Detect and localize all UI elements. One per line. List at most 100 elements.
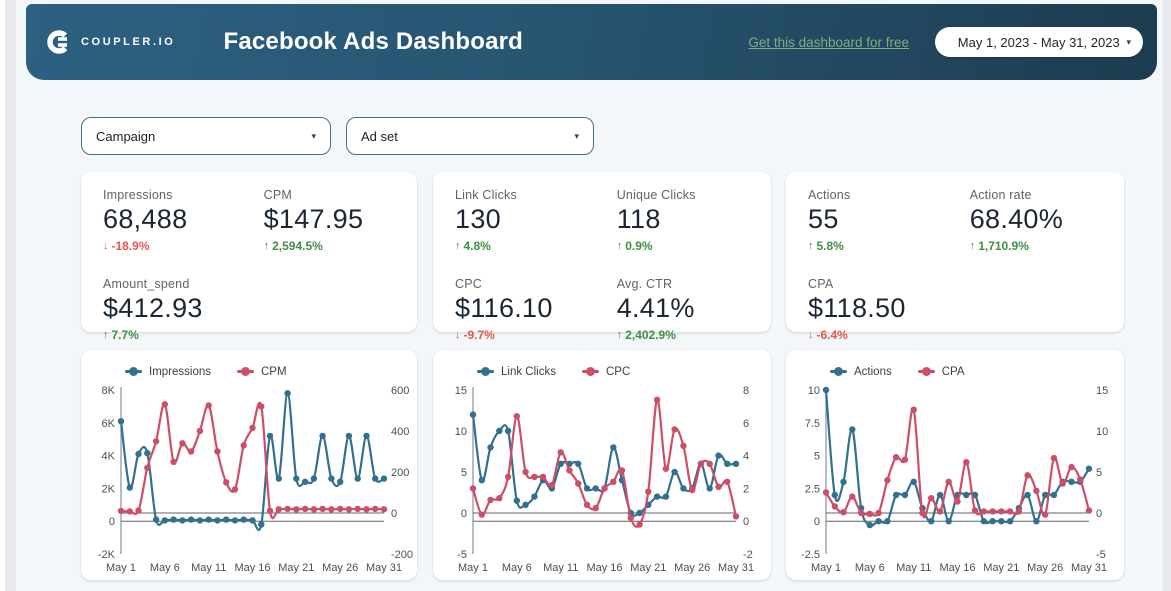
svg-text:2K: 2K xyxy=(102,483,116,495)
scrollbar-track[interactable] xyxy=(1163,0,1171,591)
kpi-delta-value: 1,710.9% xyxy=(978,239,1029,254)
chevron-down-icon: ▾ xyxy=(574,130,579,141)
trend-arrow-icon: ↑ xyxy=(263,240,270,253)
kpi-amount-spend: Amount_spend $412.93 ↑ 7.7% xyxy=(103,277,264,342)
svg-text:10: 10 xyxy=(455,426,467,438)
kpi-label: Amount_spend xyxy=(103,277,190,292)
svg-text:May 21: May 21 xyxy=(983,562,1019,574)
kpi-label: Avg. CTR xyxy=(616,277,673,292)
kpi-value: 68.40% xyxy=(969,204,1064,234)
trend-arrow-icon: ↓ xyxy=(455,329,461,342)
kpi-delta: ↑ 4.8% xyxy=(455,239,617,253)
kpi-link-clicks: Link Clicks 130 ↑ 4.8% xyxy=(455,188,617,253)
kpi-cpc: CPC $116.10 ↓ -9.7% xyxy=(455,277,617,342)
legend-label: CPC xyxy=(605,365,631,378)
kpi-delta-value: 5.8% xyxy=(816,239,844,254)
kpi-delta-value: 0.9% xyxy=(625,239,653,254)
kpi-delta: ↓ -6.4% xyxy=(808,328,970,342)
legend-swatch-icon xyxy=(237,367,254,376)
trend-arrow-icon: ↓ xyxy=(808,329,814,342)
kpi-value: 4.41% xyxy=(616,293,695,324)
chart-legend: Impressions CPM xyxy=(81,350,417,380)
svg-text:-2.5: -2.5 xyxy=(801,549,820,561)
svg-text:5: 5 xyxy=(1096,467,1102,479)
coupler-logo-icon xyxy=(47,30,71,54)
svg-text:May 11: May 11 xyxy=(191,562,226,574)
chart-legend: Link Clicks CPC xyxy=(433,350,771,380)
kpi-action-rate: Action rate 68.40% ↑ 1,710.9% xyxy=(970,188,1102,253)
filter-campaign-dropdown[interactable]: Campaign ▾ xyxy=(81,117,331,155)
chart-card-impressions-cpm: Impressions CPM 8K 6K 4K 2K 0 -2K 600 400 200 0 -2… xyxy=(81,350,417,580)
kpi-value: $147.95 xyxy=(263,204,364,234)
trend-arrow-icon: ↓ xyxy=(103,240,109,253)
svg-text:May 16: May 16 xyxy=(234,562,270,574)
trend-arrow-icon: ↑ xyxy=(808,240,814,253)
window-edge xyxy=(5,0,16,591)
filter-adset-dropdown[interactable]: Ad set ▾ xyxy=(346,117,594,155)
date-range-picker[interactable]: May 1, 2023 - May 31, 2023 ▾ xyxy=(935,27,1143,57)
kpi-unique-clicks: Unique Clicks 118 ↑ 0.9% xyxy=(617,188,749,253)
get-dashboard-link[interactable]: Get this dashboard for free xyxy=(748,34,909,50)
kpi-delta: ↑ 2,402.9% xyxy=(617,328,749,342)
svg-text:600: 600 xyxy=(391,385,409,397)
svg-text:May 11: May 11 xyxy=(543,562,578,574)
legend-item[interactable]: CPC xyxy=(581,365,631,378)
svg-text:-2: -2 xyxy=(743,549,753,561)
kpi-delta-value: -6.4% xyxy=(816,328,848,343)
kpi-actions: Actions 55 ↑ 5.8% xyxy=(808,188,970,253)
svg-text:May 31: May 31 xyxy=(718,562,754,574)
svg-text:May 26: May 26 xyxy=(1027,562,1063,574)
kpi-delta-value: 7.7% xyxy=(111,328,139,343)
legend-item[interactable]: Impressions xyxy=(125,366,211,378)
svg-text:-5: -5 xyxy=(1096,549,1106,561)
kpi-value: 68,488 xyxy=(103,204,188,234)
legend-swatch-icon xyxy=(917,367,935,376)
logo-text: COUPLER.IO xyxy=(81,36,176,48)
kpi-delta-value: 2,402.9% xyxy=(625,328,676,343)
kpi-label: Link Clicks xyxy=(455,188,517,202)
chart-legend: Actions CPA xyxy=(786,350,1124,380)
svg-text:May 31: May 31 xyxy=(1071,562,1107,574)
svg-text:May 16: May 16 xyxy=(586,562,622,574)
trend-arrow-icon: ↑ xyxy=(616,329,623,342)
svg-text:6: 6 xyxy=(743,418,749,430)
legend-item[interactable]: CPM xyxy=(237,366,287,378)
svg-text:-200: -200 xyxy=(391,549,413,561)
kpi-delta-value: -9.7% xyxy=(463,328,495,343)
svg-text:10: 10 xyxy=(808,385,820,397)
svg-text:-2K: -2K xyxy=(98,549,116,561)
chevron-down-icon: ▾ xyxy=(311,130,316,141)
line-chart-impressions-cpm[interactable]: 8K 6K 4K 2K 0 -2K 600 400 200 0 -200 May 1 May 6 May … xyxy=(81,380,417,580)
kpi-label: Unique Clicks xyxy=(616,188,696,202)
kpi-delta: ↓ -9.7% xyxy=(455,328,617,342)
svg-text:May 6: May 6 xyxy=(150,562,180,574)
legend-item[interactable]: CPA xyxy=(917,365,965,378)
filter-campaign-label: Campaign xyxy=(96,128,156,144)
svg-text:-5: -5 xyxy=(457,549,467,561)
chart-card-actions-cpa: Actions CPA 10 7.5 5 2.5 0 -2.5 15 10 5 0 -5 May 1 M… xyxy=(786,350,1124,580)
chart-card-clicks-cpc: Link Clicks CPC 15 10 5 0 -5 8 6 4 2 0 -2 May 1 May … xyxy=(433,350,771,580)
kpi-label: CPA xyxy=(808,277,834,292)
line-chart-actions-cpa[interactable]: 10 7.5 5 2.5 0 -2.5 15 10 5 0 -5 May 1 May 6 May 11 Ma… xyxy=(786,380,1122,580)
kpi-impressions: Impressions 68,488 ↓ -18.9% xyxy=(103,188,264,253)
legend-label: CPA xyxy=(941,365,965,378)
legend-swatch-icon xyxy=(581,367,599,376)
header: COUPLER.IO Facebook Ads Dashboard Get th… xyxy=(26,4,1157,80)
svg-text:8: 8 xyxy=(743,385,749,397)
line-chart-clicks-cpc[interactable]: 15 10 5 0 -5 8 6 4 2 0 -2 May 1 May 6 May 11 May 16 May… xyxy=(433,380,769,580)
kpi-value: $118.50 xyxy=(808,293,906,324)
kpi-value: 118 xyxy=(616,204,661,234)
svg-text:0: 0 xyxy=(109,516,115,528)
chevron-down-icon: ▾ xyxy=(1126,36,1131,47)
kpi-card-actions: Actions 55 ↑ 5.8% Action rate 68.40% ↑ 1… xyxy=(786,172,1124,342)
legend-item[interactable]: Actions xyxy=(830,366,892,378)
svg-text:May 21: May 21 xyxy=(278,562,314,574)
legend-item[interactable]: Link Clicks xyxy=(477,366,556,378)
kpi-cpa: CPA $118.50 ↓ -6.4% xyxy=(808,277,970,342)
kpi-label: Actions xyxy=(808,188,851,202)
svg-text:May 21: May 21 xyxy=(630,562,666,574)
dashboard-page: COUPLER.IO Facebook Ads Dashboard Get th… xyxy=(16,0,1163,591)
kpi-card-impressions: Impressions 68,488 ↓ -18.9% CPM $147.95 … xyxy=(81,172,417,342)
svg-text:4: 4 xyxy=(743,451,749,463)
svg-text:200: 200 xyxy=(391,467,409,479)
